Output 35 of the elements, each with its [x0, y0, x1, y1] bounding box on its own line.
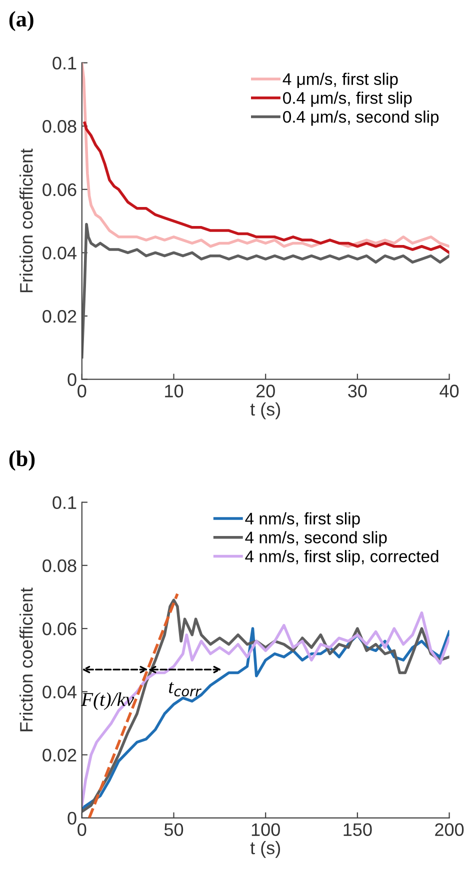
y-tick-label: 0 [68, 373, 76, 386]
y-tick-label: 0.04 [42, 246, 77, 260]
legend-label: 4 μm/s, first slip [282, 72, 398, 88]
x-tick-label: 100 [252, 823, 280, 836]
y-axis-title: Friction coefficient [20, 588, 33, 732]
y-tick-label: 0.08 [42, 120, 76, 133]
x-tick-label: 40 [440, 384, 459, 398]
legend-label: 4 nm/s, first slip [245, 512, 360, 528]
x-tick-label: 30 [348, 384, 367, 398]
legend-label: 4 nm/s, second slip [245, 531, 387, 547]
x-tick-label: 50 [164, 823, 184, 836]
x-tick-label: 20 [256, 384, 275, 398]
y-tick-label: 0.02 [42, 310, 76, 323]
chart-title: (a) [9, 10, 34, 32]
annotation: t$_{corr}$ [168, 682, 202, 696]
legend-label: 4 nm/s, first slip, corrected [245, 550, 438, 566]
x-axis-title: t (s) [250, 402, 280, 420]
y-tick-label: 0.04 [42, 686, 77, 698]
y-tick-label: 0.08 [42, 559, 76, 572]
legend-label: 0.4 μm/s, second slip [283, 110, 439, 126]
y-tick-label: 0.1 [52, 56, 76, 70]
x-tick-label: 10 [165, 384, 184, 398]
x-axis-title: t (s) [250, 841, 280, 858]
x-tick-label: 0 [78, 384, 86, 398]
chart-title: (b) [9, 450, 35, 471]
y-tick-label: 0.06 [42, 622, 76, 636]
y-tick-label: 0 [68, 812, 76, 825]
x-tick-label: 150 [344, 823, 372, 836]
y-tick-label: 0.1 [52, 496, 76, 509]
x-tick-label: 200 [435, 823, 464, 836]
x-tick-label: 0 [78, 823, 86, 836]
y-tick-label: 0.02 [42, 748, 76, 762]
y-axis-title: Friction coefficient [20, 148, 33, 292]
y-tick-label: 0.06 [42, 183, 76, 196]
legend-label: 0.4 μm/s, first slip [283, 92, 412, 108]
